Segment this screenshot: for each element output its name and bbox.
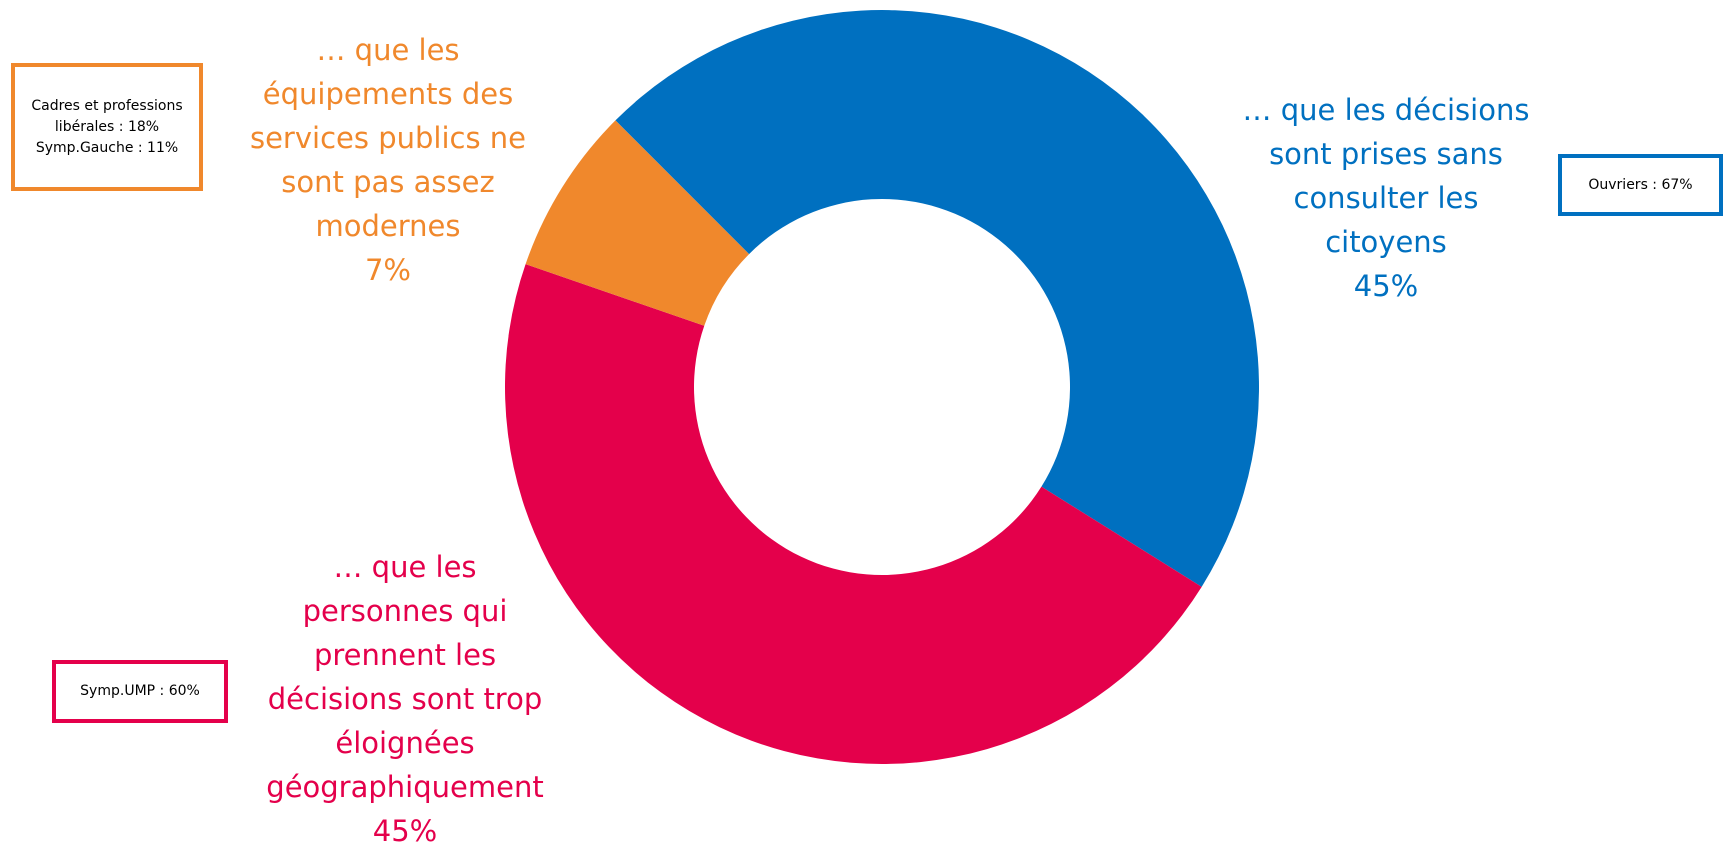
slice-label: … que les personnes qui prennent les déc… xyxy=(255,545,555,853)
annotation-box: Symp.UMP : 60% xyxy=(52,660,228,723)
slice-value: 45% xyxy=(1353,269,1419,303)
slice-category: … que les décisions sont prises sans con… xyxy=(1242,93,1530,259)
slice-value: 7% xyxy=(364,253,411,287)
slice-category: … que les personnes qui prennent les déc… xyxy=(266,550,544,804)
annotation-text: Cadres et professions libérales : 18% Sy… xyxy=(31,97,183,156)
donut-slice xyxy=(504,264,1202,765)
slice-label: … que les équipements des services publi… xyxy=(238,28,538,292)
slice-category: … que les équipements des services publi… xyxy=(249,33,526,243)
slice-label: … que les décisions sont prises sans con… xyxy=(1236,88,1536,308)
slice-value: 45% xyxy=(372,814,438,848)
annotation-text: Symp.UMP : 60% xyxy=(80,683,200,699)
donut-slice xyxy=(525,120,750,326)
annotation-box: Cadres et professions libérales : 18% Sy… xyxy=(11,63,203,191)
donut-slice xyxy=(615,9,1260,587)
annotation-box: Ouvriers : 67% xyxy=(1558,154,1723,216)
annotation-text: Ouvriers : 67% xyxy=(1588,176,1693,193)
